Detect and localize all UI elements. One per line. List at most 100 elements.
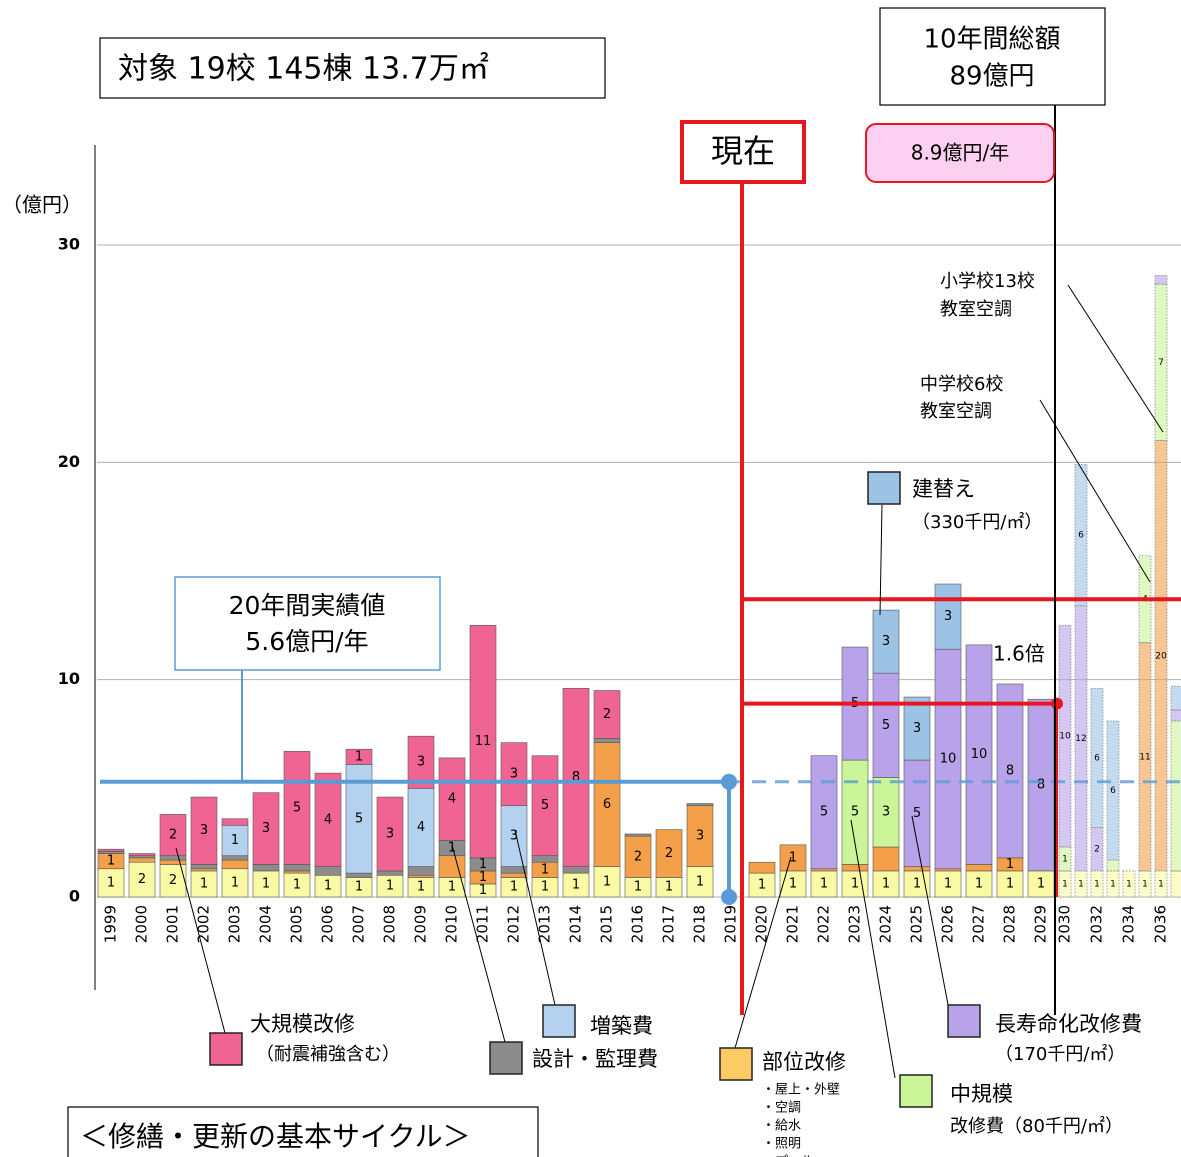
x-tick-label: 2027 — [970, 905, 988, 943]
leader — [175, 847, 226, 1034]
bar-segment — [593, 690, 621, 739]
value-label: 1 — [851, 876, 859, 891]
value-label: 1 — [1037, 876, 1045, 891]
bar-segment — [872, 672, 900, 778]
value-label: 1 — [665, 880, 673, 895]
bar-segment — [1122, 870, 1136, 898]
legend-note: （330千円/㎡） — [912, 511, 1042, 533]
value-label: 1 — [417, 880, 425, 895]
total-value: 89億円 — [949, 62, 1034, 92]
x-tick-label: 2015 — [598, 905, 616, 943]
x-tick-label: 2006 — [319, 905, 337, 943]
bar-segment — [624, 835, 652, 878]
y-tick-label: 10 — [58, 669, 80, 688]
value-label: 2 — [634, 849, 642, 864]
value-label: 5 — [851, 805, 859, 820]
legend-label: 中規模 — [950, 1082, 1013, 1106]
value-label: 6 — [603, 797, 611, 812]
legend-note: ・プール — [762, 1155, 814, 1157]
x-tick-label: 2020 — [753, 905, 771, 943]
value-label: 11 — [475, 734, 492, 749]
legend-swatch — [947, 1004, 981, 1038]
footer: ＜修繕・更新の基本サイクル＞ — [80, 1120, 471, 1153]
x-tick-label: 2022 — [815, 905, 833, 943]
legend-label: 部位改修 — [762, 1050, 846, 1074]
value-label: 1 — [634, 880, 642, 895]
value-label: 1 — [789, 850, 797, 865]
value-label: 1 — [1006, 876, 1014, 891]
bar-segment — [1090, 687, 1104, 828]
value-label: 1 — [1094, 879, 1100, 889]
value-label: 20 — [1155, 651, 1167, 661]
dot — [1051, 697, 1063, 710]
value-label: 10 — [1059, 732, 1071, 742]
legend-label: 増築費 — [590, 1014, 653, 1038]
x-tick-label: 2012 — [505, 905, 523, 943]
value-label: 5 — [820, 805, 828, 820]
now-label: 現在 — [711, 132, 775, 170]
bar-segment — [655, 829, 683, 878]
legend-note: ・空調 — [762, 1101, 801, 1116]
bar-segment — [314, 866, 342, 876]
x-tick-label: 2019 — [722, 905, 740, 943]
bar-segment — [221, 859, 249, 870]
bar-segment — [1170, 870, 1181, 898]
bar-segment — [841, 864, 869, 872]
value-label: 3 — [510, 829, 518, 844]
value-label: 1 — [1126, 879, 1132, 889]
value-label: 6 — [1094, 753, 1100, 763]
value-label: 1 — [355, 749, 363, 764]
x-tick-label: 2009 — [412, 905, 430, 943]
callout: 中学校6校 — [920, 374, 1003, 395]
leader — [514, 829, 556, 1006]
legend-label: 大規模改修 — [250, 1012, 355, 1036]
bar-segment — [810, 755, 838, 870]
leader — [1039, 399, 1151, 583]
bar-segment — [1170, 720, 1181, 872]
leader — [1067, 284, 1164, 433]
value-label: 10 — [971, 747, 988, 762]
x-tick-label: 2030 — [1056, 905, 1074, 943]
bar-segment — [500, 872, 528, 878]
bar-segment — [1074, 464, 1088, 607]
leader — [911, 815, 951, 1016]
value-label: 1 — [696, 874, 704, 889]
bar-segment — [872, 870, 900, 898]
legend-label: 長寿命化改修費 — [995, 1012, 1142, 1036]
value-label: 1 — [944, 876, 952, 891]
x-tick-label: 2002 — [195, 905, 213, 943]
x-tick-label: 2004 — [257, 905, 275, 943]
value-label: 11 — [1139, 752, 1150, 762]
dot — [721, 773, 737, 790]
actual-value: 5.6億円/年 — [245, 627, 368, 656]
leader — [451, 844, 506, 1043]
bar-segment — [190, 796, 218, 865]
value-label: 1 — [1078, 879, 1084, 889]
x-tick-label: 2023 — [846, 905, 864, 943]
value-label: 6 — [1110, 786, 1116, 796]
bar-segment — [841, 870, 869, 898]
value-label: 2 — [169, 873, 177, 888]
value-label: 1 — [882, 876, 890, 891]
bar-segment — [345, 872, 373, 878]
bar-segment — [97, 868, 125, 898]
value-label: 3 — [944, 609, 952, 624]
legend-swatch — [719, 1047, 753, 1081]
legend-note: 改修費（80千円/㎡） — [950, 1115, 1123, 1137]
x-tick-label: 2008 — [381, 905, 399, 943]
x-tick-label: 2021 — [784, 905, 802, 943]
bar-segment — [407, 874, 435, 878]
value-label: 1 — [789, 876, 797, 891]
bar-segment — [376, 870, 404, 876]
bar-segment — [407, 788, 435, 867]
x-tick-label: 2010 — [443, 905, 461, 943]
value-label: 2 — [138, 872, 146, 887]
value-label: 1 — [448, 880, 456, 895]
total-box — [879, 7, 1106, 106]
bar-segment — [872, 777, 900, 848]
bar-segment — [593, 738, 621, 743]
legend-note: （170千円/㎡） — [995, 1043, 1125, 1065]
x-tick-label: 2011 — [474, 905, 492, 943]
bar-segment — [562, 688, 590, 867]
x-tick-label: 2025 — [908, 905, 926, 943]
